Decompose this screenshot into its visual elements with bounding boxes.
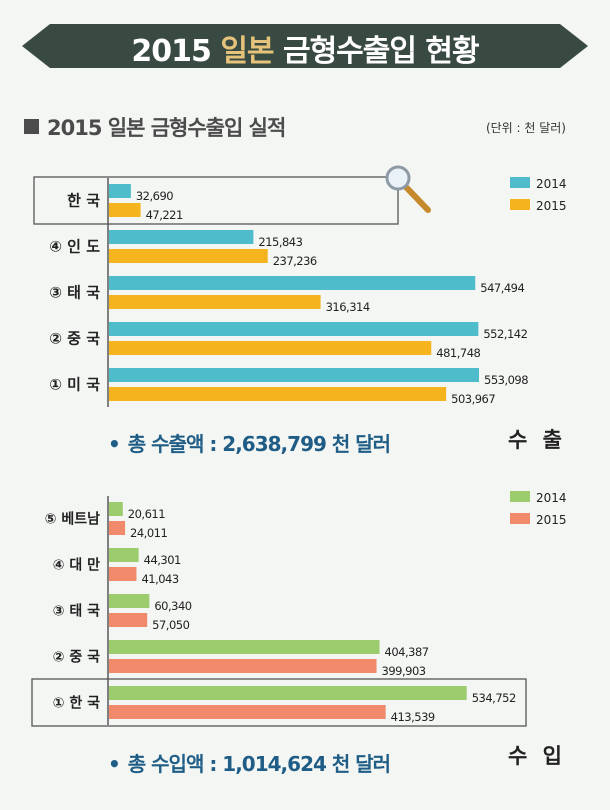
legend-label-2014: 2014 xyxy=(536,491,567,505)
data-label: 553,098 xyxy=(484,373,528,387)
data-label: 534,752 xyxy=(472,691,516,705)
export-total: • 총 수출액 : 2,638,799 천 달러 xyxy=(108,432,391,456)
bar-2015 xyxy=(109,613,148,627)
legend-swatch-2015 xyxy=(510,513,530,524)
bar-2015 xyxy=(109,295,321,309)
data-label: 47,221 xyxy=(146,208,183,222)
category-label: ④ 대 만 xyxy=(53,558,100,574)
section-heading: 2015 일본 금형수출입 실적 xyxy=(24,112,286,142)
unit-note: (단위 : 천 달러) xyxy=(485,121,566,135)
highlight-frame xyxy=(31,678,527,727)
data-label: 404,387 xyxy=(385,645,429,659)
bar-2014 xyxy=(109,594,150,608)
import-chart: ⑤ 베트남 20,611 24,011 ④ 대 만 44,301 41,043 ③ 태 국 6… xyxy=(31,491,567,727)
category-label: ④ 인 도 xyxy=(49,238,100,256)
export-chart: 한 국 32,690 47,221 ④ 인 도 215,843 237,236 ③ 태 국 5… xyxy=(33,165,567,407)
data-label: 41,043 xyxy=(141,572,178,586)
bar-2014 xyxy=(109,230,254,244)
legend-swatch-2015 xyxy=(510,199,530,210)
bar-2014 xyxy=(109,368,479,382)
data-label: 237,236 xyxy=(273,254,317,268)
legend-label-2015: 2015 xyxy=(536,199,567,213)
category-label: ① 미 국 xyxy=(49,376,100,394)
category-label: ⑤ 베트남 xyxy=(45,511,100,528)
data-label: 316,314 xyxy=(326,300,370,314)
bar-2015 xyxy=(109,705,386,719)
category-label: ② 중 국 xyxy=(53,650,100,666)
data-label: 24,011 xyxy=(130,526,167,540)
legend-swatch-2014 xyxy=(510,491,530,502)
bar-2014 xyxy=(109,686,467,700)
bar-2014 xyxy=(109,502,123,516)
bar-2015 xyxy=(109,521,126,535)
legend-label-2015: 2015 xyxy=(536,513,567,527)
legend-label-2014: 2014 xyxy=(536,177,567,191)
bar-2015 xyxy=(109,659,377,673)
data-label: 481,748 xyxy=(436,346,480,360)
category-label: ① 한 국 xyxy=(53,696,100,712)
bullet-square-icon xyxy=(24,119,39,134)
category-label: ② 중 국 xyxy=(49,330,100,348)
data-label: 413,539 xyxy=(391,710,435,724)
data-label: 503,967 xyxy=(451,392,495,406)
import-total: • 총 수입액 : 1,014,624 천 달러 xyxy=(108,752,391,776)
page-title-country: 일본 xyxy=(220,34,274,69)
bar-2014 xyxy=(109,548,139,562)
data-label: 20,611 xyxy=(128,507,165,521)
category-label: ③ 태 국 xyxy=(53,604,100,620)
data-label: 215,843 xyxy=(258,235,302,249)
bar-2015 xyxy=(109,249,268,263)
data-label: 44,301 xyxy=(144,553,181,567)
import-corner-label: 수 입 xyxy=(508,744,566,768)
bar-2014 xyxy=(109,184,131,198)
bar-2015 xyxy=(109,387,447,401)
data-label: 57,050 xyxy=(152,618,189,632)
page-title: 2015 일본 금형수출입 현황 xyxy=(131,34,479,69)
magnifier-icon xyxy=(385,165,431,213)
data-label: 399,903 xyxy=(382,664,426,678)
bar-2015 xyxy=(109,203,141,217)
data-label: 552,142 xyxy=(483,327,527,341)
data-label: 60,340 xyxy=(154,599,191,613)
category-label: ③ 태 국 xyxy=(49,284,100,302)
bar-2014 xyxy=(109,276,476,290)
bar-2014 xyxy=(109,322,479,336)
legend-swatch-2014 xyxy=(510,177,530,188)
data-label: 32,690 xyxy=(136,189,173,203)
data-label: 547,494 xyxy=(480,281,524,295)
bar-2015 xyxy=(109,567,137,581)
bar-2015 xyxy=(109,341,432,355)
category-label: 한 국 xyxy=(67,192,100,210)
export-corner-label: 수 출 xyxy=(508,428,566,452)
bar-2014 xyxy=(109,640,380,654)
title-banner xyxy=(22,24,588,68)
highlight-frame xyxy=(33,176,399,225)
